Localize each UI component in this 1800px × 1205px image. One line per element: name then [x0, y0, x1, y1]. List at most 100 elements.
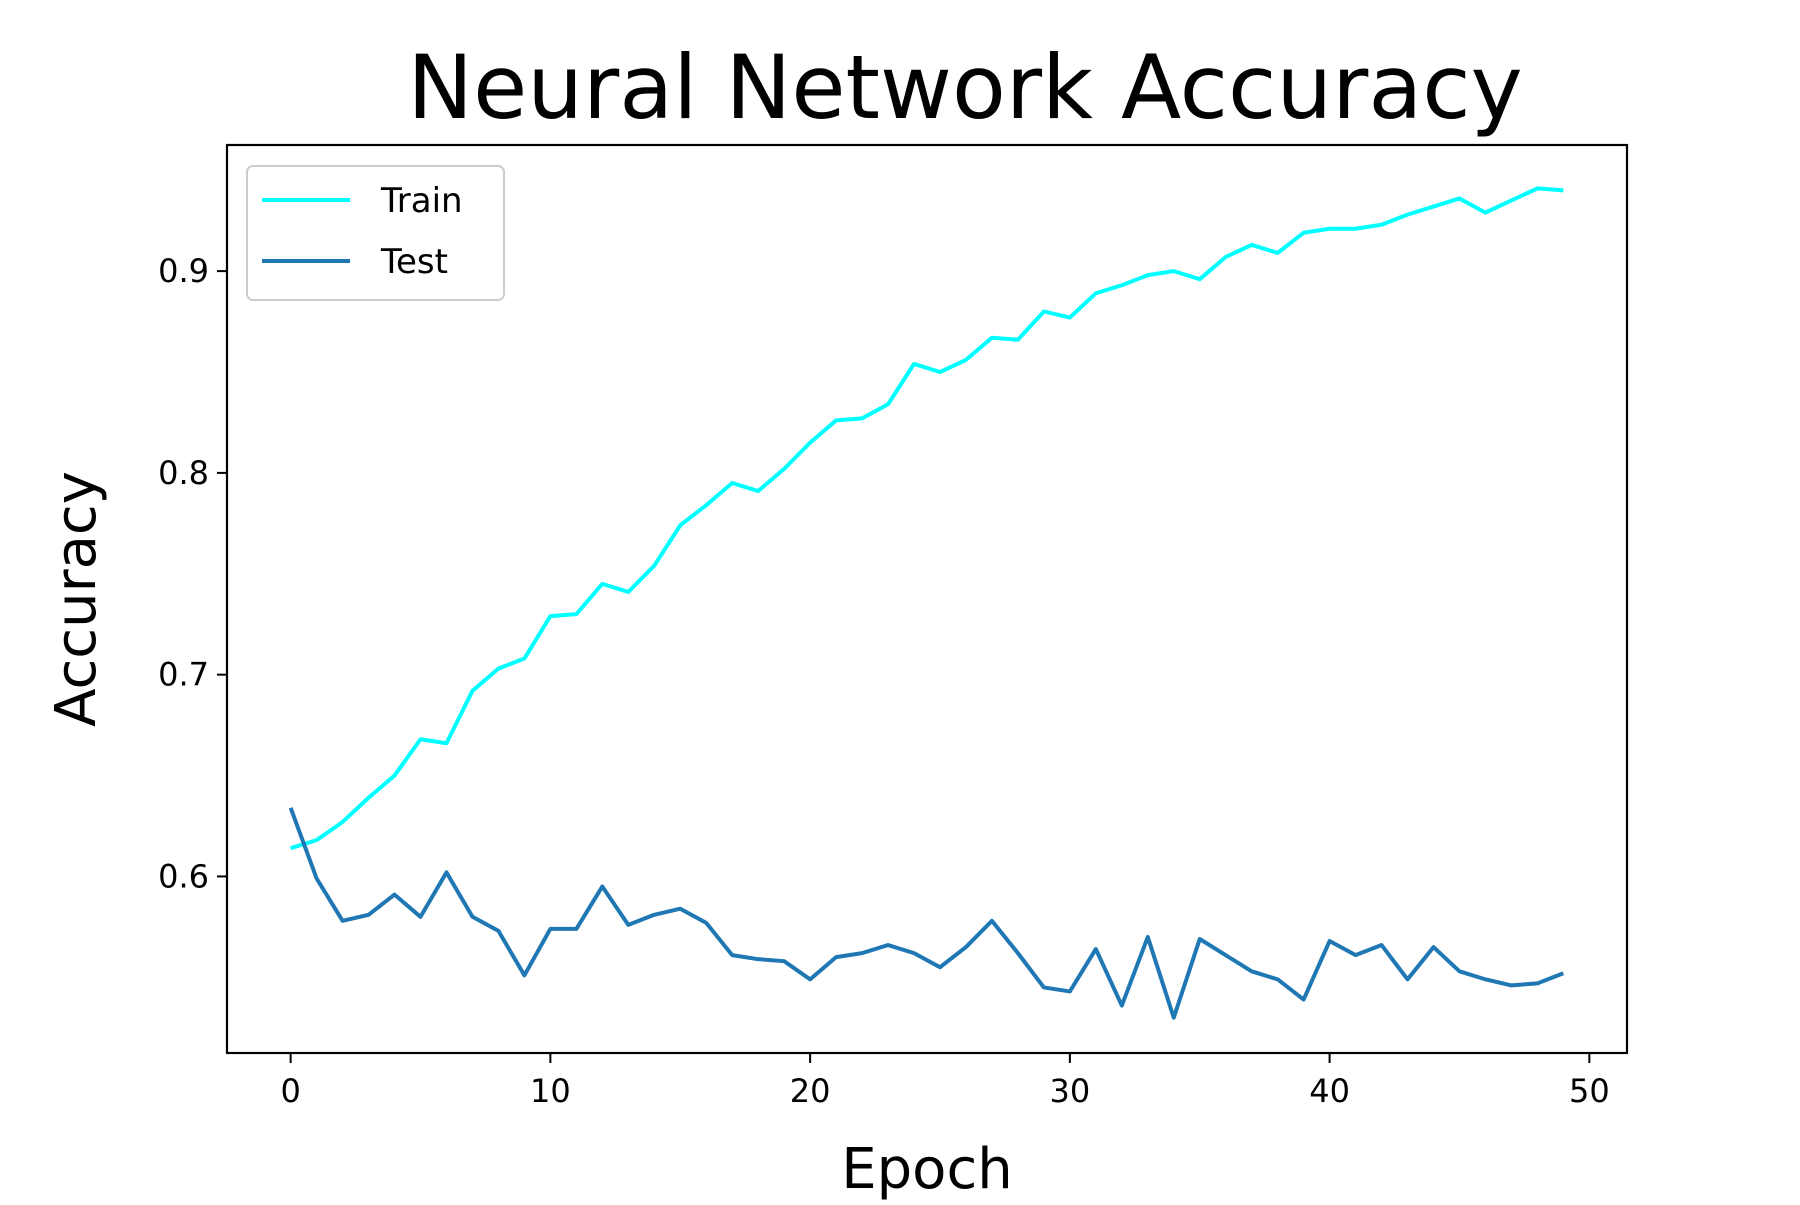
data-point-train — [1198, 277, 1202, 281]
data-point-train — [1483, 211, 1487, 215]
data-point-train — [756, 489, 760, 493]
data-point-train — [444, 741, 448, 745]
data-point-train — [522, 657, 526, 661]
data-point-train — [1042, 309, 1046, 313]
data-point-test — [367, 913, 371, 917]
data-point-test — [1198, 937, 1202, 941]
x-tick-label: 50 — [1569, 1072, 1610, 1110]
data-point-test — [444, 870, 448, 874]
data-point-train — [678, 523, 682, 527]
data-point-train — [912, 362, 916, 366]
data-point-test — [938, 965, 942, 969]
data-point-test — [393, 893, 397, 897]
data-point-test — [1276, 977, 1280, 981]
data-point-train — [808, 441, 812, 445]
x-axis: 0 10 20 30 40 50 — [280, 1053, 1610, 1110]
data-point-train — [341, 820, 345, 824]
series-line-train — [290, 186, 1564, 851]
data-point-train — [367, 796, 371, 800]
data-point-train — [1016, 338, 1020, 342]
data-point-test — [730, 953, 734, 957]
legend-label-train: Train — [380, 181, 463, 221]
data-point-train — [990, 336, 994, 340]
data-point-train — [1250, 243, 1254, 247]
data-point-train — [1380, 223, 1384, 227]
y-tick-label: 0.8 — [158, 454, 209, 492]
data-point-train — [393, 774, 397, 778]
data-point-train — [1406, 213, 1410, 217]
data-point-test — [1250, 969, 1254, 973]
data-point-train — [860, 416, 864, 420]
data-point-train — [1146, 273, 1150, 277]
data-point-train — [289, 846, 293, 850]
data-point-train — [1094, 291, 1098, 295]
data-point-train — [548, 614, 552, 618]
data-point-test — [1509, 983, 1513, 987]
data-point-test — [964, 945, 968, 949]
plot-area: 0 10 20 30 40 50 0.6 0.7 0.8 0.9 — [158, 143, 1629, 1110]
x-tick-label: 30 — [1049, 1072, 1090, 1110]
data-point-train — [1509, 198, 1513, 202]
x-tick-label: 0 — [280, 1072, 300, 1110]
data-point-test — [1016, 951, 1020, 955]
data-point-train — [1457, 196, 1461, 200]
data-point-test — [1146, 935, 1150, 939]
data-point-train — [886, 402, 890, 406]
data-point-train — [964, 358, 968, 362]
x-tick-label: 20 — [790, 1072, 831, 1110]
data-point-train — [704, 503, 708, 507]
data-point-train — [1535, 186, 1539, 190]
data-point-test — [1561, 971, 1565, 975]
y-axis: 0.6 0.7 0.8 0.9 — [158, 252, 227, 895]
data-point-test — [600, 885, 604, 889]
y-tick-label: 0.7 — [158, 656, 209, 694]
data-point-train — [730, 481, 734, 485]
data-point-test — [419, 915, 423, 919]
data-point-test — [756, 957, 760, 961]
legend-box — [246, 165, 505, 301]
data-point-test — [1094, 947, 1098, 951]
x-axis-label: Epoch — [841, 1137, 1012, 1200]
y-tick-label: 0.9 — [158, 252, 209, 290]
data-point-test — [548, 927, 552, 931]
data-point-test — [782, 959, 786, 963]
data-point-test — [1380, 943, 1384, 947]
data-point-train — [938, 370, 942, 374]
data-point-test — [1120, 1004, 1124, 1008]
series-group — [288, 186, 1565, 1020]
data-point-test — [704, 921, 708, 925]
x-tick-label: 40 — [1309, 1072, 1350, 1110]
series-line-test — [288, 807, 1565, 1020]
data-point-test — [1354, 953, 1358, 957]
data-point-train — [834, 418, 838, 422]
data-point-test — [808, 977, 812, 981]
x-tick-label: 10 — [530, 1072, 571, 1110]
y-tick-label: 0.6 — [158, 857, 209, 895]
data-point-train — [782, 467, 786, 471]
data-point-test — [1302, 998, 1306, 1002]
data-point-test — [1431, 945, 1435, 949]
chart-title: Neural Network Accuracy — [407, 36, 1522, 139]
data-point-test — [341, 919, 345, 923]
data-point-train — [1172, 269, 1176, 273]
data-point-test — [574, 927, 578, 931]
data-point-test — [1457, 969, 1461, 973]
data-point-train — [1328, 227, 1332, 231]
data-point-train — [574, 612, 578, 616]
data-point-train — [1276, 251, 1280, 255]
data-point-test — [860, 951, 864, 955]
data-point-test — [1328, 939, 1332, 943]
data-point-train — [1431, 205, 1435, 209]
data-point-test — [990, 919, 994, 923]
data-point-test — [886, 943, 890, 947]
data-point-test — [652, 913, 656, 917]
data-point-test — [1042, 985, 1046, 989]
data-point-test — [1224, 953, 1228, 957]
data-point-train — [419, 737, 423, 741]
data-point-test — [626, 923, 630, 927]
data-point-test — [1483, 977, 1487, 981]
data-point-train — [1561, 188, 1565, 192]
data-point-test — [1068, 989, 1072, 993]
y-axis-label: Accuracy — [44, 471, 109, 727]
